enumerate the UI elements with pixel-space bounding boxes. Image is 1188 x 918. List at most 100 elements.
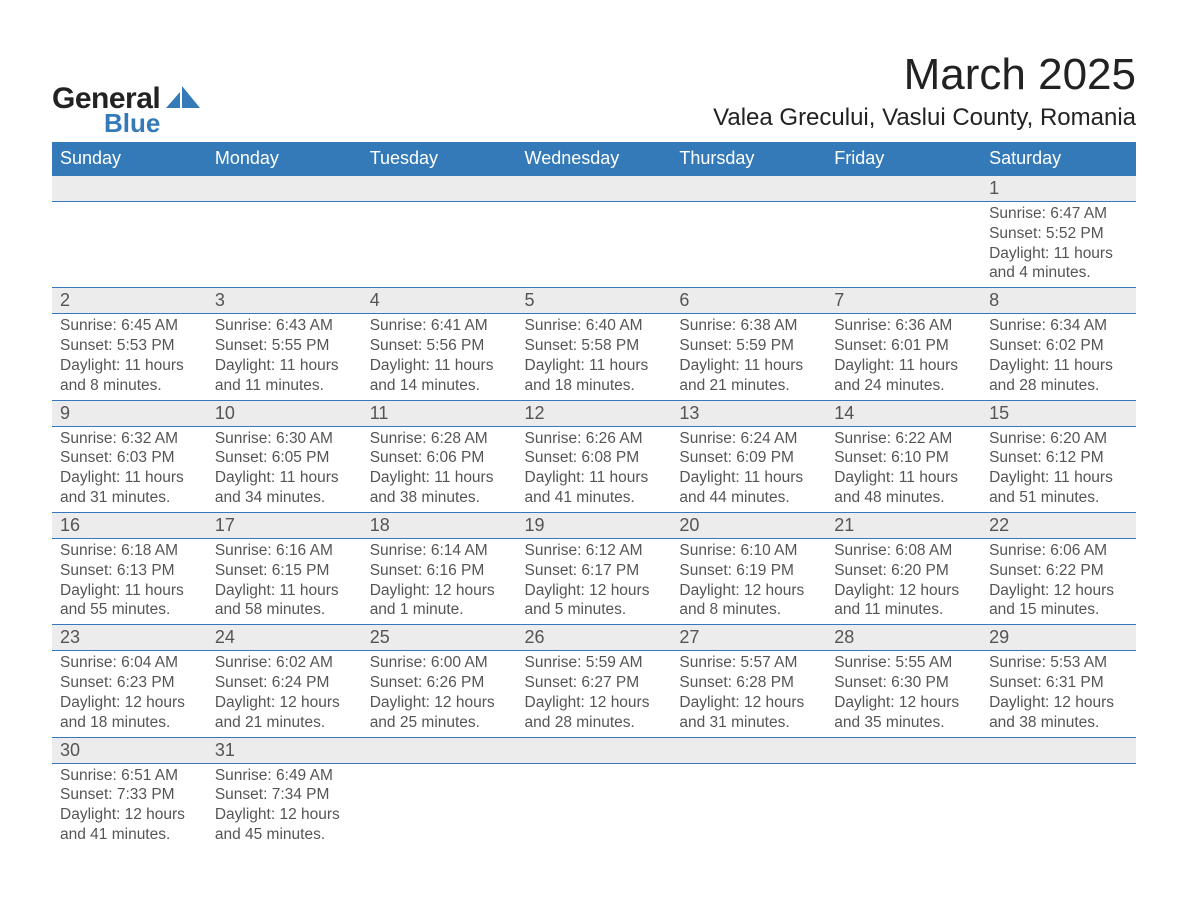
day-number: 16 xyxy=(52,513,207,538)
day-details-cell xyxy=(362,202,517,288)
day-number-cell xyxy=(981,737,1136,763)
sunrise-line: Sunrise: 6:34 AM xyxy=(989,316,1128,336)
day-number-cell: 25 xyxy=(362,625,517,651)
daylight-line: Daylight: 11 hours and 21 minutes. xyxy=(679,356,818,396)
day-number-cell: 1 xyxy=(981,176,1136,202)
day-details-cell: Sunrise: 6:38 AMSunset: 5:59 PMDaylight:… xyxy=(671,314,826,400)
daylight-line: Daylight: 11 hours and 41 minutes. xyxy=(525,468,664,508)
sunset-line: Sunset: 6:26 PM xyxy=(370,673,509,693)
day-details-cell: Sunrise: 6:51 AMSunset: 7:33 PMDaylight:… xyxy=(52,763,207,849)
day-number: 21 xyxy=(826,513,981,538)
daylight-line: Daylight: 11 hours and 44 minutes. xyxy=(679,468,818,508)
day-details-cell xyxy=(826,202,981,288)
day-details: Sunrise: 6:20 AMSunset: 6:12 PMDaylight:… xyxy=(981,427,1136,512)
sunset-line: Sunset: 6:31 PM xyxy=(989,673,1128,693)
day-number-cell: 26 xyxy=(517,625,672,651)
sunrise-line: Sunrise: 6:18 AM xyxy=(60,541,199,561)
day-details: Sunrise: 6:34 AMSunset: 6:02 PMDaylight:… xyxy=(981,314,1136,399)
day-number: 9 xyxy=(52,401,207,426)
day-details: Sunrise: 6:12 AMSunset: 6:17 PMDaylight:… xyxy=(517,539,672,624)
day-details-cell: Sunrise: 6:36 AMSunset: 6:01 PMDaylight:… xyxy=(826,314,981,400)
sunrise-line: Sunrise: 6:08 AM xyxy=(834,541,973,561)
sunrise-line: Sunrise: 6:14 AM xyxy=(370,541,509,561)
day-details: Sunrise: 6:14 AMSunset: 6:16 PMDaylight:… xyxy=(362,539,517,624)
sunrise-line: Sunrise: 6:32 AM xyxy=(60,429,199,449)
day-details: Sunrise: 6:26 AMSunset: 6:08 PMDaylight:… xyxy=(517,427,672,512)
day-details-cell: Sunrise: 6:26 AMSunset: 6:08 PMDaylight:… xyxy=(517,426,672,512)
sunset-line: Sunset: 6:16 PM xyxy=(370,561,509,581)
day-details: Sunrise: 5:53 AMSunset: 6:31 PMDaylight:… xyxy=(981,651,1136,736)
sunset-line: Sunset: 7:34 PM xyxy=(215,785,354,805)
day-number-cell xyxy=(517,176,672,202)
weekday-header: Tuesday xyxy=(362,142,517,176)
day-number: 23 xyxy=(52,625,207,650)
day-number xyxy=(52,176,207,201)
day-number: 7 xyxy=(826,288,981,313)
day-details-cell xyxy=(517,202,672,288)
day-number-cell xyxy=(517,737,672,763)
week-details-row: Sunrise: 6:32 AMSunset: 6:03 PM Daylight:… xyxy=(52,426,1136,512)
day-number: 4 xyxy=(362,288,517,313)
day-number: 11 xyxy=(362,401,517,426)
day-details-cell: Sunrise: 5:57 AMSunset: 6:28 PMDaylight:… xyxy=(671,651,826,737)
day-details-cell: Sunrise: 6:02 AMSunset: 6:24 PMDaylight:… xyxy=(207,651,362,737)
day-number: 17 xyxy=(207,513,362,538)
day-details-cell: Sunrise: 6:16 AMSunset: 6:15 PMDaylight:… xyxy=(207,538,362,624)
daylight-line: Daylight: 12 hours and 31 minutes. xyxy=(679,693,818,733)
day-details-cell: Sunrise: 6:18 AMSunset: 6:13 PMDaylight:… xyxy=(52,538,207,624)
logo-text-blue: Blue xyxy=(104,110,200,136)
day-number: 6 xyxy=(671,288,826,313)
day-details-cell: Sunrise: 6:34 AMSunset: 6:02 PMDaylight:… xyxy=(981,314,1136,400)
day-number xyxy=(362,738,517,763)
daylight-line: Daylight: 12 hours and 38 minutes. xyxy=(989,693,1128,733)
sunrise-line: Sunrise: 5:57 AM xyxy=(679,653,818,673)
daylight-line: Daylight: 11 hours and 58 minutes. xyxy=(215,581,354,621)
day-details xyxy=(671,202,826,287)
sunset-line: Sunset: 6:03 PM xyxy=(60,448,199,468)
day-number: 12 xyxy=(517,401,672,426)
day-number: 5 xyxy=(517,288,672,313)
day-details: Sunrise: 6:40 AMSunset: 5:58 PMDaylight:… xyxy=(517,314,672,399)
sunrise-line: Sunrise: 6:22 AM xyxy=(834,429,973,449)
day-number: 2 xyxy=(52,288,207,313)
day-number-cell: 12 xyxy=(517,400,672,426)
day-details: Sunrise: 6:45 AMSunset: 5:53 PMDaylight:… xyxy=(52,314,207,399)
day-number-cell: 3 xyxy=(207,288,362,314)
day-number: 18 xyxy=(362,513,517,538)
week-details-row: Sunrise: 6:04 AMSunset: 6:23 PMDaylight:… xyxy=(52,651,1136,737)
sunrise-line: Sunrise: 6:10 AM xyxy=(679,541,818,561)
day-number-cell: 20 xyxy=(671,512,826,538)
daylight-line: Daylight: 12 hours and 28 minutes. xyxy=(525,693,664,733)
day-number: 8 xyxy=(981,288,1136,313)
sunset-line: Sunset: 5:55 PM xyxy=(215,336,354,356)
day-number: 25 xyxy=(362,625,517,650)
day-details: Sunrise: 5:55 AMSunset: 6:30 PMDaylight:… xyxy=(826,651,981,736)
sunrise-line: Sunrise: 6:47 AM xyxy=(989,204,1128,224)
sunrise-line: Sunrise: 6:12 AM xyxy=(525,541,664,561)
day-details-cell xyxy=(826,763,981,849)
day-details-cell: Sunrise: 6:08 AMSunset: 6:20 PMDaylight:… xyxy=(826,538,981,624)
day-details: Sunrise: 6:30 AMSunset: 6:05 PMDaylight:… xyxy=(207,427,362,512)
day-number-cell: 24 xyxy=(207,625,362,651)
title-block: March 2025 Valea Grecului, Vaslui County… xyxy=(713,50,1136,136)
day-number-cell: 11 xyxy=(362,400,517,426)
day-number-cell xyxy=(207,176,362,202)
sunset-line: Sunset: 6:09 PM xyxy=(679,448,818,468)
day-number-cell xyxy=(671,176,826,202)
daylight-line: Daylight: 11 hours and 55 minutes. xyxy=(60,581,199,621)
daylight-line: Daylight: 11 hours and 24 minutes. xyxy=(834,356,973,396)
header: General Blue March 2025 Valea Grecului, … xyxy=(52,50,1136,136)
sunset-line: Sunset: 6:20 PM xyxy=(834,561,973,581)
daylight-line: Daylight: 12 hours and 21 minutes. xyxy=(215,693,354,733)
day-number-cell: 31 xyxy=(207,737,362,763)
sunset-line: Sunset: 6:28 PM xyxy=(679,673,818,693)
sunrise-line: Sunrise: 5:53 AM xyxy=(989,653,1128,673)
day-number xyxy=(207,176,362,201)
day-number xyxy=(981,738,1136,763)
day-details-cell xyxy=(52,202,207,288)
day-details-cell: Sunrise: 6:14 AMSunset: 6:16 PMDaylight:… xyxy=(362,538,517,624)
page: General Blue March 2025 Valea Grecului, … xyxy=(0,0,1188,849)
day-details xyxy=(362,202,517,287)
week-details-row: Sunrise: 6:18 AMSunset: 6:13 PMDaylight:… xyxy=(52,538,1136,624)
weekday-header: Saturday xyxy=(981,142,1136,176)
